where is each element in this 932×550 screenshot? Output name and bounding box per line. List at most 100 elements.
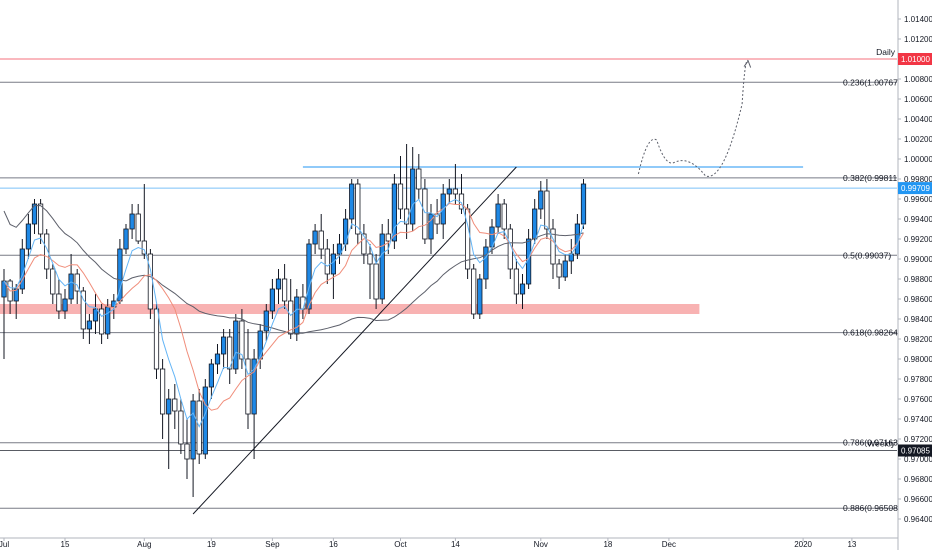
time-tick-label: Sep <box>265 540 280 549</box>
candle-up <box>251 358 257 415</box>
price-tick-label: 1.01400 <box>904 15 932 24</box>
price-tick-label: 0.97200 <box>904 435 932 444</box>
candle-down <box>556 263 562 278</box>
candle-up <box>220 336 227 355</box>
marker-label: Weekly <box>867 439 895 449</box>
candle-up <box>129 213 135 230</box>
price-tick-label: 0.99600 <box>904 195 932 204</box>
candle-down <box>397 183 404 210</box>
candle-down <box>361 233 367 255</box>
candle-down <box>544 190 550 230</box>
time-tick-label: 16 <box>329 540 338 549</box>
candle-down <box>99 308 105 335</box>
price-tick-label: 0.99800 <box>904 175 932 184</box>
candle-up <box>538 190 544 210</box>
projection-path <box>637 59 752 177</box>
trend-line <box>192 166 517 515</box>
candle-down <box>324 248 330 275</box>
time-tick-label: 15 <box>61 540 70 549</box>
candle-down <box>239 320 245 360</box>
candle-up <box>208 363 214 388</box>
candle-up <box>532 208 538 240</box>
level-lines <box>0 58 897 509</box>
candle-up <box>294 296 300 335</box>
price-tick-label: 1.00000 <box>904 155 932 164</box>
candle-up <box>477 278 483 315</box>
candle-up <box>105 306 111 335</box>
candle-down <box>80 290 86 330</box>
candle-up <box>269 288 276 312</box>
candle-up <box>562 260 568 278</box>
fib-level-label: 0.382(0.99811) <box>843 173 900 183</box>
candle-up <box>428 213 434 240</box>
price-tick-label: 0.96800 <box>904 475 932 484</box>
price-tick-label: 1.00400 <box>904 115 932 124</box>
fib-level-label: 0.5(0.99037) <box>843 250 891 260</box>
candle-down <box>74 273 80 292</box>
fib-level-label: 0.886(0.96508) <box>843 503 901 513</box>
price-tick-label: 0.99000 <box>904 255 932 264</box>
time-tick-label: Nov <box>534 540 548 549</box>
ma-blue-line <box>3 198 584 428</box>
price-tag <box>898 444 932 457</box>
candle-down <box>147 253 153 310</box>
candle-down <box>44 233 50 270</box>
candle-down <box>56 293 62 312</box>
candle-up <box>202 386 208 455</box>
time-tick-label: 14 <box>451 540 460 549</box>
candle-down <box>38 203 44 235</box>
time-tick-label: 2020 <box>794 540 812 549</box>
candle-down <box>172 398 178 412</box>
candle-down <box>227 336 233 370</box>
moving-averages <box>3 198 584 428</box>
price-axis-background <box>898 0 932 550</box>
time-tick-label: 13 <box>847 540 856 549</box>
price-tick-label: 1.00200 <box>904 135 932 144</box>
candle-down <box>373 263 379 300</box>
candle-up <box>336 243 343 255</box>
price-tick-label: 0.97600 <box>904 395 932 404</box>
time-tick-label: Jul <box>0 540 9 549</box>
candle-up <box>349 183 355 220</box>
candle-down <box>355 183 361 235</box>
candle-up <box>257 330 263 360</box>
candle-up <box>379 233 385 300</box>
candle-up <box>483 246 489 280</box>
candle-down <box>501 203 507 230</box>
candle-down <box>385 233 391 242</box>
candle-up <box>190 400 196 460</box>
candlestick-series <box>1 144 587 497</box>
candle-down <box>153 308 160 370</box>
candle-up <box>92 308 99 322</box>
price-tick-label: 0.98600 <box>904 295 932 304</box>
time-tick-label: Dec <box>662 540 676 549</box>
candle-up <box>25 223 32 250</box>
candle-up <box>233 320 239 370</box>
price-tick-label: 0.99200 <box>904 235 932 244</box>
candle-up <box>306 243 312 310</box>
level-labels: 0.236(1.00767) 0.382(0.99811) 0.5(0.99037)… <box>843 47 901 513</box>
candle-up <box>580 183 587 225</box>
candle-down <box>178 410 184 445</box>
candle-up <box>86 320 92 330</box>
price-tick-label: 0.99400 <box>904 215 932 224</box>
candle-up <box>391 183 398 242</box>
time-tick-label: 19 <box>207 540 216 549</box>
price-axis[interactable]: 1.01400 1.01200 1.01000 1.00800 1.00600 1.004… <box>897 0 932 550</box>
candle-up <box>263 310 269 332</box>
fib-level-label: 0.786(0.97163) <box>843 438 901 448</box>
fib-level-label: 0.236(1.00767) <box>843 77 901 87</box>
candle-down <box>318 230 324 250</box>
candle-down <box>434 213 440 225</box>
time-axis[interactable]: Jul15Aug19Sep16Oct14Nov18Dec202013Fr <box>0 537 932 549</box>
candle-up <box>410 168 416 225</box>
price-tick-label: 1.00800 <box>904 75 932 84</box>
candle-up <box>446 188 452 195</box>
candle-down <box>141 240 147 255</box>
price-tick-label: 1.01200 <box>904 35 932 44</box>
candle-down <box>550 228 556 265</box>
candle-down <box>416 168 422 190</box>
time-tick-label: Oct <box>394 540 407 549</box>
price-tick-label: 0.98400 <box>904 315 932 324</box>
